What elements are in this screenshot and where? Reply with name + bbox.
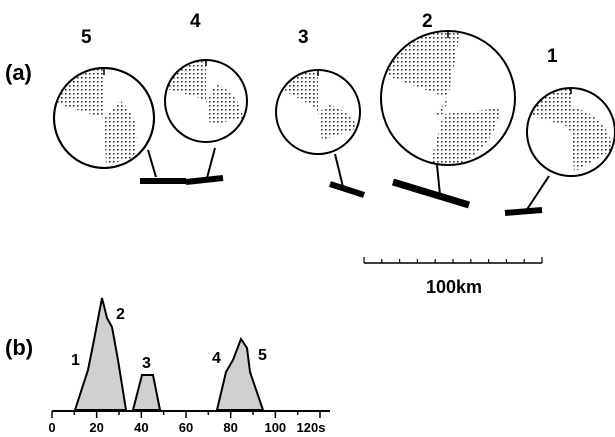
mechanism-5 bbox=[53, 67, 155, 169]
mechanism-5-dilatation-quadrant-1 bbox=[55, 67, 104, 118]
time-axis-tick-label: 120s bbox=[297, 420, 326, 435]
moment-rate-function bbox=[73, 297, 265, 411]
scale-bar-label: 100km bbox=[426, 277, 482, 297]
mechanism-3-dilatation-quadrant-1 bbox=[283, 70, 318, 112]
peak-labels: 1 2 3 4 5 bbox=[71, 306, 267, 372]
time-axis: 0 20 40 60 80 100 120s bbox=[48, 410, 330, 435]
fault-segment-3 bbox=[329, 181, 365, 198]
focal-mechanisms bbox=[53, 30, 615, 177]
mechanism-3-dilatation-quadrant-2 bbox=[318, 105, 358, 140]
panel-b-label: (b) bbox=[5, 335, 33, 360]
mechanism-3 bbox=[275, 69, 361, 155]
peak-label-5: 5 bbox=[258, 347, 267, 364]
time-axis-tick-label: 40 bbox=[134, 420, 148, 435]
fault-segments bbox=[140, 147, 550, 216]
time-axis-tick-label: 80 bbox=[223, 420, 237, 435]
event-label-1: 1 bbox=[547, 46, 558, 67]
moment-rate-pulse-main bbox=[73, 297, 128, 411]
time-axis-tick-labels: 0 20 40 60 80 100 120s bbox=[48, 420, 325, 435]
mechanism-2-dilatation-quadrant-2 bbox=[430, 98, 500, 164]
mechanism-1-dilatation-quadrant-2 bbox=[571, 108, 612, 172]
event-labels: 5 4 3 2 1 bbox=[81, 11, 558, 67]
mechanism-4-dilatation-quadrant-2 bbox=[206, 84, 243, 125]
moment-rate-pulse-3 bbox=[131, 374, 162, 411]
scale-bar-ticks bbox=[363, 257, 543, 263]
leader-1 bbox=[525, 175, 550, 212]
peak-label-2: 2 bbox=[116, 306, 125, 323]
mechanism-4 bbox=[164, 59, 248, 143]
mechanism-4-dilatation-quadrant-1 bbox=[167, 60, 206, 101]
moment-rate-pulse-late bbox=[215, 336, 265, 411]
time-axis-tick-label: 60 bbox=[179, 420, 193, 435]
leader-3 bbox=[334, 153, 344, 188]
mechanism-2 bbox=[380, 30, 516, 166]
peak-label-1: 1 bbox=[71, 352, 80, 369]
event-label-5: 5 bbox=[81, 27, 92, 48]
event-label-3: 3 bbox=[298, 27, 309, 48]
fault-segment-2 bbox=[391, 178, 471, 209]
fault-segment-1 bbox=[504, 207, 543, 216]
scale-bar: 100km bbox=[363, 257, 543, 297]
fault-segment-4 bbox=[185, 175, 224, 185]
time-axis-tick-label: 100 bbox=[264, 420, 286, 435]
peak-label-4: 4 bbox=[212, 350, 221, 367]
leader-5 bbox=[147, 149, 157, 178]
mechanism-1-dilatation-quadrant-1 bbox=[530, 87, 571, 132]
peak-label-3: 3 bbox=[142, 355, 151, 372]
time-axis-ticks bbox=[51, 411, 321, 418]
time-axis-tick-label: 20 bbox=[89, 420, 103, 435]
leader-4 bbox=[206, 147, 216, 179]
leader-2 bbox=[436, 164, 441, 196]
panel-a-label: (a) bbox=[5, 60, 32, 85]
event-label-2: 2 bbox=[422, 11, 433, 32]
mechanism-1 bbox=[526, 87, 615, 177]
time-axis-tick-label: 0 bbox=[48, 420, 55, 435]
event-label-4: 4 bbox=[190, 11, 201, 32]
mechanism-5-dilatation-quadrant-2 bbox=[104, 100, 138, 165]
